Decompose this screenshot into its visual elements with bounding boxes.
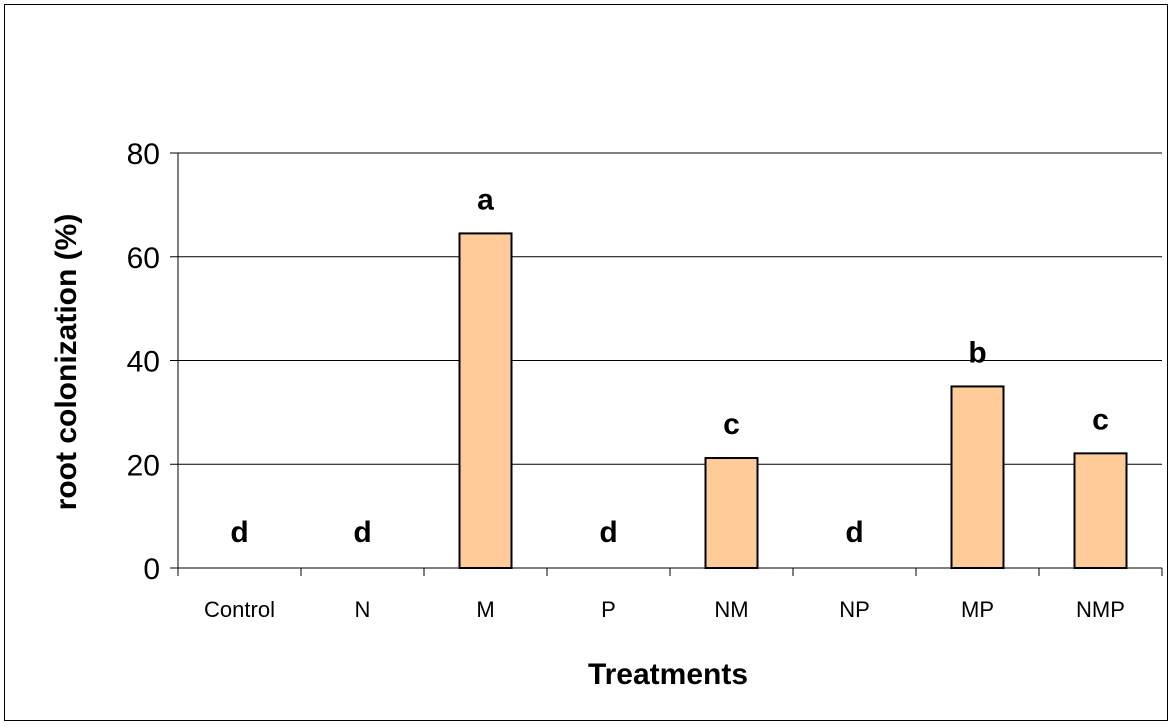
sig-letter-m: a (477, 183, 494, 216)
sig-letter-nm: c (723, 408, 740, 441)
significance-letters: d d a d c d b c (230, 183, 1109, 549)
sig-letter-n: d (353, 516, 371, 549)
gridlines (178, 152, 1162, 465)
bars (458, 232, 1128, 570)
sig-letter-control: d (230, 516, 248, 549)
y-axis-title: root colonization (%) (50, 214, 83, 511)
x-axis-title: Treatments (588, 658, 748, 691)
y-tick-labels: 0 20 40 60 80 (127, 138, 160, 586)
bar-mp (950, 385, 1005, 569)
x-label-mp: MP (961, 597, 994, 622)
y-tick-label-40: 40 (127, 346, 160, 379)
sig-letter-np: d (845, 516, 863, 549)
sig-letter-nmp: c (1092, 403, 1109, 436)
x-category-labels: Control N M P NM NP MP NMP (204, 597, 1125, 622)
bar-m (458, 232, 513, 569)
sig-letter-p: d (599, 516, 617, 549)
chart-frame (4, 4, 1168, 721)
x-label-p: P (601, 597, 616, 622)
y-tick-label-0: 0 (143, 553, 160, 586)
y-tick-label-80: 80 (127, 138, 160, 171)
x-label-control: Control (204, 597, 275, 622)
x-label-n: N (355, 597, 371, 622)
bar-nmp (1073, 452, 1128, 570)
y-tick-label-20: 20 (127, 449, 160, 482)
sig-letter-mp: b (968, 336, 986, 369)
x-label-np: NP (839, 597, 870, 622)
bar-nm (704, 457, 759, 569)
x-label-m: M (476, 597, 494, 622)
axes (170, 152, 1163, 576)
x-label-nmp: NMP (1076, 597, 1125, 622)
y-tick-label-60: 60 (127, 242, 160, 275)
x-label-nm: NM (714, 597, 748, 622)
